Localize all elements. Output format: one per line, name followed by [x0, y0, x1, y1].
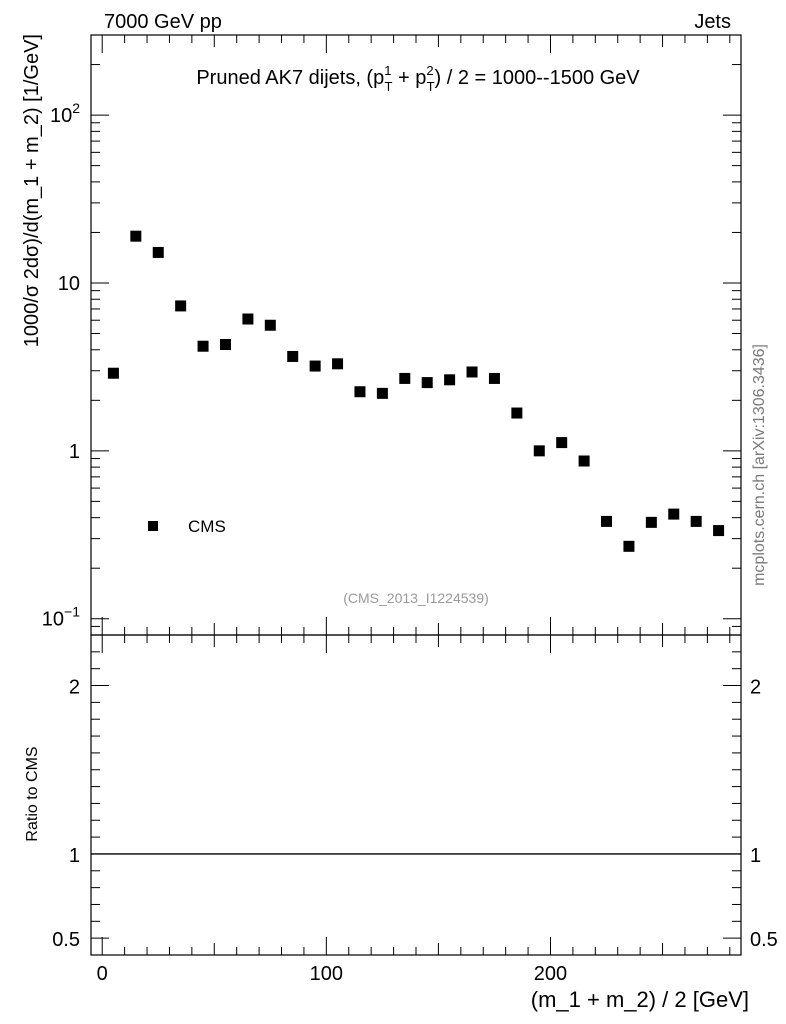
data-point: [332, 358, 344, 370]
main-y-axis-label: 1000/σ 2dσ)/d(m_1 + m_2) [1/GeV]: [21, 34, 43, 347]
x-tick-label: 100: [310, 963, 343, 985]
title-part-mid: + p: [392, 67, 426, 89]
data-point: [488, 372, 500, 384]
x-axis-label: (m_1 + m_2) / 2 [GeV]: [531, 987, 749, 1012]
data-point: [690, 515, 702, 527]
data-point: [219, 339, 231, 351]
data-point: [623, 540, 635, 552]
ratio-y-tick-label-left: 1: [69, 845, 80, 867]
data-point: [601, 515, 613, 527]
main-plot-frame: [90, 34, 742, 636]
header-right-label: Jets: [694, 11, 731, 33]
main-y-tick-label: 1: [69, 441, 80, 463]
main-y-tick-label: 10−1: [42, 604, 80, 631]
main-y-tick-label: 10: [58, 273, 80, 295]
data-point: [107, 367, 119, 379]
data-point: [533, 445, 545, 457]
main-plot-title: Pruned AK7 dijets, (p1 T + p2 T) / 2 = 100…: [196, 63, 640, 94]
main-y-tick-label: 102: [50, 100, 80, 127]
data-point: [376, 387, 388, 399]
ratio-y-axis-label: Ratio to CMS: [24, 746, 41, 841]
ratio-y-tick-label-right: 0.5: [750, 929, 778, 951]
data-point: [354, 386, 366, 398]
data-point: [668, 508, 680, 520]
data-point: [466, 366, 478, 378]
title-part-before: Pruned AK7 dijets, (p: [196, 67, 384, 89]
data-point: [511, 407, 523, 419]
x-tick-label: 0: [97, 963, 108, 985]
watermark-text: mcplots.cern.ch [arXiv:1306.3436]: [751, 344, 768, 586]
legend-marker: [148, 521, 158, 531]
data-point: [399, 372, 411, 384]
ratio-y-tick-label-left: 0.5: [52, 929, 80, 951]
data-point: [578, 455, 590, 467]
data-point: [421, 377, 433, 389]
data-point: [242, 313, 254, 325]
ratio-y-tick-label-right: 1: [750, 845, 761, 867]
data-point: [556, 437, 568, 449]
x-tick-label: 200: [534, 963, 567, 985]
ratio-y-tick-label-right: 2: [750, 677, 761, 699]
data-point: [309, 360, 321, 372]
legend-label: CMS: [188, 517, 226, 536]
data-point: [444, 374, 456, 386]
header-left-label: 7000 GeV pp: [104, 11, 222, 33]
data-point: [287, 350, 299, 362]
data-point: [197, 340, 209, 352]
data-point: [264, 319, 276, 331]
axes-layer: 10−1 1 10 102 0 100 200 0.5 0.5 1 1 2 2: [42, 34, 778, 985]
title-sub-2: T: [427, 79, 435, 94]
data-point: [175, 300, 187, 312]
title-sub-1: T: [384, 79, 392, 94]
title-sup-2: 2: [426, 63, 433, 78]
data-layer: [91, 230, 741, 855]
data-point: [713, 525, 725, 537]
ratio-y-tick-label-left: 2: [69, 677, 80, 699]
data-point: [645, 516, 657, 528]
ratio-plot-frame: [90, 634, 742, 956]
title-part-after: ) / 2 = 1000--1500 GeV: [435, 67, 641, 89]
data-point: [130, 230, 142, 242]
data-point: [152, 246, 164, 258]
title-sup-1: 1: [384, 63, 391, 78]
analysis-tag: (CMS_2013_I1224539): [343, 590, 489, 606]
